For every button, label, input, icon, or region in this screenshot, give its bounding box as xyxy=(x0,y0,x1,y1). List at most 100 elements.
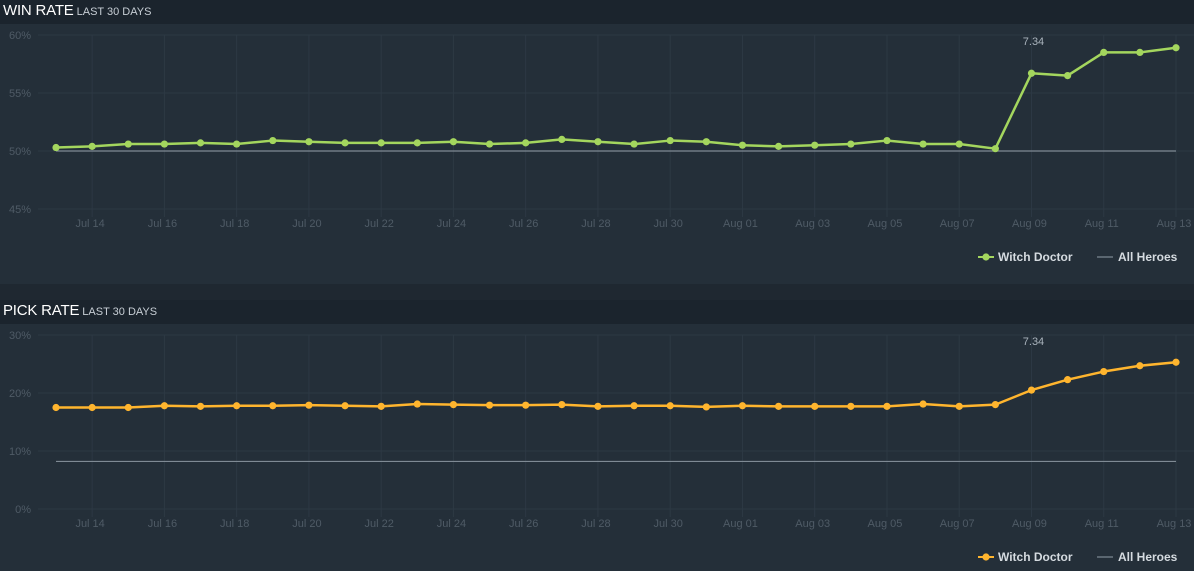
x-tick-label: Jul 24 xyxy=(437,218,466,230)
witch-doctor-point xyxy=(160,402,168,410)
patch-annotation: 7.34 xyxy=(1023,36,1044,48)
witch-doctor-point xyxy=(341,402,349,410)
x-tick-label: Aug 03 xyxy=(795,218,830,230)
witch-doctor-point xyxy=(1064,376,1072,384)
witch-doctor-point xyxy=(1136,48,1144,56)
witch-doctor-point xyxy=(883,136,891,145)
win-rate-subtitle: LAST 30 DAYS xyxy=(76,6,152,18)
witch-doctor-point xyxy=(558,401,566,409)
witch-doctor-point xyxy=(702,403,710,411)
witch-doctor-point xyxy=(594,138,602,146)
witch-doctor-point xyxy=(955,140,963,148)
x-tick-label: Jul 18 xyxy=(220,218,249,230)
patch-annotation: 7.34 xyxy=(1023,336,1044,348)
x-tick-label: Aug 01 xyxy=(723,518,758,530)
witch-doctor-point xyxy=(88,142,96,150)
witch-doctor-point xyxy=(522,401,530,409)
witch-doctor-point xyxy=(196,402,205,410)
witch-doctor-point xyxy=(1064,72,1072,80)
x-tick-label: Aug 09 xyxy=(1012,218,1047,230)
y-tick-label: 0% xyxy=(15,504,31,516)
x-tick-label: Aug 03 xyxy=(795,518,830,530)
x-tick-label: Jul 16 xyxy=(148,518,177,530)
x-tick-label: Jul 30 xyxy=(654,518,683,530)
witch-doctor-point xyxy=(774,142,783,150)
witch-doctor-point xyxy=(702,138,710,146)
y-tick-label: 60% xyxy=(9,30,31,42)
win-rate-chart: 60% 55% 50% 45% Jul 14 Jul 16 Jul 18 Jul 20 Jul … xyxy=(9,30,1194,264)
x-tick-label: Aug 11 xyxy=(1085,518,1119,530)
legend-witch-doctor-marker xyxy=(982,253,990,261)
x-tick-label: Jul 20 xyxy=(292,518,321,530)
y-tick-label: 20% xyxy=(9,388,31,400)
y-tick-label: 50% xyxy=(9,146,31,158)
witch-doctor-point xyxy=(124,140,132,148)
x-tick-label: Jul 20 xyxy=(292,218,321,230)
x-tick-label: Jul 28 xyxy=(581,218,610,230)
x-tick-label: Aug 13 xyxy=(1157,518,1192,530)
witch-doctor-point xyxy=(124,403,132,412)
witch-doctor-point xyxy=(847,140,855,148)
witch-doctor-point xyxy=(594,402,602,410)
witch-doctor-point xyxy=(991,145,999,153)
x-tick-label: Aug 09 xyxy=(1012,518,1047,530)
witch-doctor-point xyxy=(630,140,638,148)
witch-doctor-point xyxy=(630,402,638,410)
witch-doctor-point xyxy=(666,136,674,145)
witch-doctor-point xyxy=(883,402,891,410)
witch-doctor-point xyxy=(991,401,999,409)
witch-doctor-point xyxy=(1027,386,1036,394)
witch-doctor-point xyxy=(919,140,927,148)
y-tick-label: 55% xyxy=(9,88,31,100)
witch-doctor-point xyxy=(52,143,60,152)
witch-doctor-point xyxy=(955,402,963,410)
y-tick-label: 30% xyxy=(9,330,31,342)
legend-witch-doctor-marker xyxy=(982,553,990,561)
pick-rate-header: PICK RATE LAST 30 DAYS xyxy=(0,300,1194,324)
x-tick-label: Jul 26 xyxy=(509,218,538,230)
witch-doctor-point xyxy=(160,140,168,148)
witch-doctor-point xyxy=(738,402,747,410)
x-tick-label: Aug 07 xyxy=(940,218,975,230)
x-tick-label: Jul 22 xyxy=(364,518,393,530)
x-tick-label: Jul 16 xyxy=(148,218,177,230)
y-tick-label: 10% xyxy=(9,446,31,458)
witch-doctor-point xyxy=(847,402,855,410)
witch-doctor-point xyxy=(449,401,458,409)
win-rate-title: WIN RATE LAST 30 DAYS xyxy=(3,2,152,19)
x-tick-label: Aug 07 xyxy=(940,518,975,530)
x-tick-label: Aug 11 xyxy=(1085,218,1119,230)
pick-rate-chart: 30% 20% 10% 0% Jul 14 Jul 16 Jul 18 Jul 20 Jul 2… xyxy=(9,330,1194,564)
witch-doctor-point xyxy=(1172,44,1180,52)
x-tick-label: Jul 18 xyxy=(220,518,249,530)
witch-doctor-point xyxy=(341,139,349,147)
witch-doctor-point xyxy=(522,139,530,147)
x-tick-label: Jul 24 xyxy=(437,518,466,530)
legend: Witch Doctor All Heroes xyxy=(978,550,1178,564)
witch-doctor-point xyxy=(413,139,421,147)
witch-doctor-point xyxy=(1100,367,1108,376)
legend-all-heroes-label: All Heroes xyxy=(1118,250,1178,264)
pick-rate-chart-panel: 30% 20% 10% 0% Jul 14 Jul 16 Jul 18 Jul 20 Jul 2… xyxy=(0,324,1194,571)
witch-doctor-point xyxy=(811,141,819,149)
witch-doctor-point xyxy=(269,136,277,145)
witch-doctor-point xyxy=(233,402,241,410)
legend-witch-doctor-label: Witch Doctor xyxy=(998,550,1073,564)
witch-doctor-line xyxy=(56,361,1177,409)
legend: Witch Doctor All Heroes xyxy=(978,250,1178,264)
witch-doctor-point xyxy=(738,141,747,149)
witch-doctor-point xyxy=(377,139,385,147)
section-divider xyxy=(0,284,1194,300)
x-tick-label: Jul 30 xyxy=(654,218,683,230)
witch-doctor-point xyxy=(919,400,927,408)
witch-doctor-point xyxy=(88,403,96,412)
witch-doctor-point xyxy=(558,135,566,143)
witch-doctor-point xyxy=(269,402,277,410)
witch-doctor-point xyxy=(449,138,458,146)
witch-doctor-point xyxy=(666,402,674,410)
witch-doctor-point xyxy=(1100,48,1108,56)
x-tick-label: Jul 14 xyxy=(75,218,104,230)
legend-witch-doctor-label: Witch Doctor xyxy=(998,250,1073,264)
witch-doctor-point xyxy=(196,139,205,147)
x-tick-label: Jul 26 xyxy=(509,518,538,530)
